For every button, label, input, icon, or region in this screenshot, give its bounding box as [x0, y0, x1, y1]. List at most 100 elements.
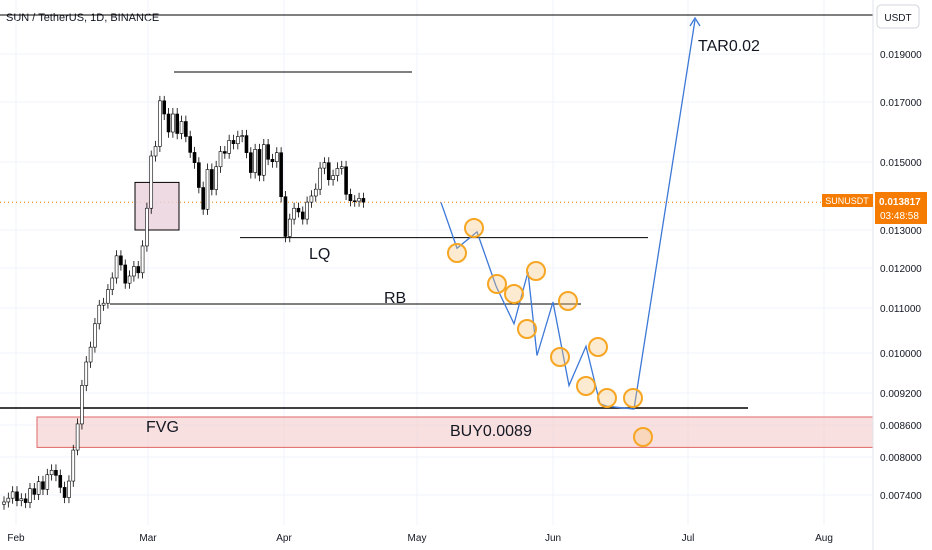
fvg-label: FVG	[146, 419, 179, 436]
candle-up	[331, 175, 335, 180]
buy-label: BUY0.0089	[450, 423, 532, 440]
candle-down	[54, 469, 58, 476]
candle-down	[201, 187, 205, 210]
candle-up	[313, 188, 318, 197]
candle-up	[292, 207, 296, 220]
candle-up	[71, 449, 76, 482]
price-tick-label: 0.009200	[880, 389, 922, 400]
chart-title: SUN / TetherUS, 1D, BINANCE	[6, 12, 159, 24]
candle-down	[266, 144, 270, 160]
candle-up	[318, 167, 322, 190]
candle-up	[309, 195, 314, 203]
time-tick-label: Jun	[545, 533, 561, 544]
candle-up	[88, 346, 93, 363]
candle-up	[19, 498, 24, 501]
candle-up	[45, 474, 50, 490]
candle-up	[171, 113, 175, 133]
price-tick-label: 0.010000	[880, 349, 922, 360]
symbol-tag-text: SUNUSDT	[825, 196, 869, 206]
candle-up	[240, 135, 244, 137]
time-axis: Feb Mar Apr May Jun Jul Aug	[7, 0, 833, 544]
projection-path	[440, 16, 701, 447]
swing-circle	[504, 284, 524, 304]
price-tick-label: 0.019000	[880, 50, 922, 61]
candle-down	[184, 121, 188, 137]
candle-up	[261, 144, 266, 176]
candle-down	[348, 194, 353, 202]
swing-circle	[558, 291, 578, 311]
candle-down	[361, 198, 366, 203]
candle-up	[75, 423, 80, 451]
candle-up	[10, 491, 15, 499]
candle-down	[270, 159, 275, 163]
candle-down	[283, 196, 288, 237]
candle-up	[236, 136, 240, 144]
candle-down	[296, 207, 301, 213]
candle-down	[23, 498, 28, 503]
price-tick-label: 0.008600	[880, 421, 922, 432]
swing-circle	[550, 347, 570, 367]
swing-circle	[597, 388, 617, 408]
candle-down	[249, 152, 253, 173]
candle-up	[149, 155, 154, 209]
candle-up	[2, 501, 6, 505]
lq-label: LQ	[309, 246, 330, 263]
candle-up	[153, 146, 158, 157]
candle-up	[287, 218, 292, 237]
candle-down	[326, 162, 331, 180]
order-block-zone	[134, 181, 180, 231]
candle-down	[352, 200, 357, 203]
price-tick-label: 0.008000	[880, 453, 922, 464]
swing-circle	[517, 319, 537, 339]
candle-up	[274, 152, 279, 162]
candle-up	[49, 469, 54, 476]
candle-up	[335, 168, 340, 176]
price-tick-label: 0.011000	[880, 304, 921, 315]
candle-up	[106, 289, 110, 304]
swing-circle	[588, 337, 608, 357]
time-tick-label: Mar	[139, 533, 157, 544]
candle-up	[84, 361, 89, 386]
currency-label: USDT	[884, 13, 911, 24]
candle-down	[279, 152, 283, 197]
candle-down	[188, 136, 192, 153]
price-tick-label: 0.007400	[880, 491, 922, 502]
price-tag-value: 0.013817	[879, 197, 921, 208]
time-tick-label: May	[408, 533, 427, 544]
currency-button[interactable]: USDT	[876, 4, 920, 29]
candle-down	[162, 100, 167, 115]
candle-up	[140, 245, 145, 274]
swing-circle	[623, 388, 643, 408]
fvg-zone	[36, 416, 874, 448]
swing-circle	[447, 243, 467, 263]
price-tick-label: 0.015000	[880, 158, 922, 169]
candle-up	[28, 488, 32, 503]
candle-down	[136, 266, 141, 274]
projection-line	[440, 19, 696, 410]
candle-up	[145, 207, 149, 247]
candle-down	[344, 166, 348, 195]
swing-circle	[526, 261, 546, 281]
target-arrowhead	[689, 16, 701, 27]
candle-down	[41, 481, 45, 490]
candle-down	[231, 140, 236, 144]
candle-up	[114, 255, 119, 279]
price-tag-countdown: 03:48:58	[880, 211, 919, 222]
time-tick-label: Jul	[682, 533, 695, 544]
time-tick-label: Aug	[815, 533, 833, 544]
candle-up	[253, 149, 257, 173]
candle-up	[80, 385, 84, 425]
symbol-tag	[822, 194, 873, 207]
rb-label: RB	[384, 290, 406, 307]
candle-up	[97, 304, 102, 325]
target-label: TAR0.02	[698, 38, 760, 55]
candle-down	[62, 487, 67, 498]
price-tick-label: 0.013000	[880, 226, 922, 237]
candles	[2, 95, 366, 510]
candle-up	[227, 140, 231, 154]
candle-down	[300, 211, 305, 220]
level-lines	[0, 14, 873, 409]
candle-down	[15, 491, 19, 502]
price-tag-box	[875, 192, 927, 224]
